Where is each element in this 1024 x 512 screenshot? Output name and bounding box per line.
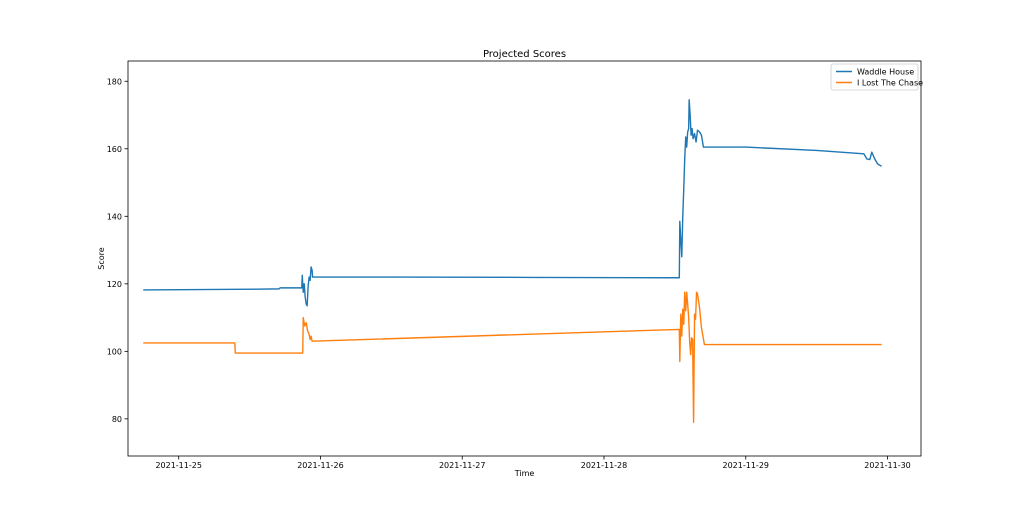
x-axis-ticks: 2021-11-25 2021-11-26 2021-11-27 2021-11-28… xyxy=(155,456,911,470)
legend-box xyxy=(830,63,919,91)
y-axis-label: Score xyxy=(97,247,106,269)
series-line-waddle-house xyxy=(143,99,882,307)
y-tick-label: 160 xyxy=(107,145,122,154)
y-tick-label: 180 xyxy=(107,77,122,86)
chart-title: Projected Scores xyxy=(483,49,566,60)
y-tick-label: 100 xyxy=(107,347,122,356)
series-layer xyxy=(143,99,882,423)
x-tick-label: 2021-11-30 xyxy=(864,461,911,470)
x-tick-label: 2021-11-25 xyxy=(155,461,202,470)
series-line-i-lost-the-chase xyxy=(143,291,882,423)
x-tick-label: 2021-11-28 xyxy=(581,461,628,470)
x-tick-label: 2021-11-29 xyxy=(723,461,770,470)
y-tick-label: 80 xyxy=(112,415,122,424)
x-axis-label: Time xyxy=(514,469,535,478)
x-tick-label: 2021-11-26 xyxy=(297,461,344,470)
y-axis-ticks: 80 100 120 140 160 180 xyxy=(107,77,128,424)
y-tick-label: 140 xyxy=(107,212,122,221)
legend-label-i-lost-the-chase: I Lost The Chase xyxy=(857,79,923,88)
legend-label-waddle-house: Waddle House xyxy=(857,68,914,77)
plot-area-frame xyxy=(127,60,922,457)
y-tick-label: 120 xyxy=(107,280,122,289)
x-tick-label: 2021-11-27 xyxy=(439,461,486,470)
legend: Waddle House I Lost The Chase xyxy=(830,63,923,91)
